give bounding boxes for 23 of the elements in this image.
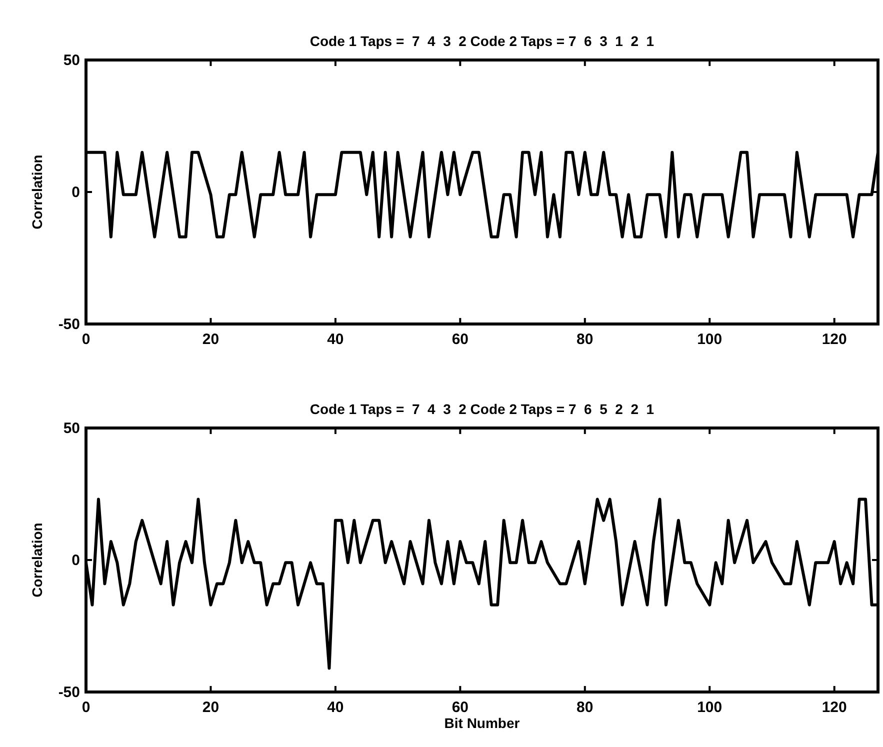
y-tick-label: -50 [58,316,80,333]
y-tick-label: 0 [72,552,80,569]
chart-title: Code 1 Taps = 7 4 3 2 Code 2 Taps = 7 6 3 1 2 1 [310,33,654,49]
x-tick-label: 20 [202,699,220,716]
y-tick-label: 0 [72,184,80,201]
y-tick-label: -50 [58,684,80,701]
x-axis-title: Bit Number [444,715,520,731]
y-axis-title: Correlation [29,522,45,598]
y-tick-label: 50 [63,420,80,437]
x-tick-label: 60 [452,331,469,348]
y-tick-label: 50 [63,52,80,69]
x-tick-label: 80 [576,699,594,716]
y-axis-title: Correlation [29,154,45,230]
x-tick-label: 100 [697,331,722,348]
x-tick-label: 120 [822,331,847,348]
x-tick-label: 80 [576,331,594,348]
x-tick-label: 60 [452,699,469,716]
chart-title: Code 1 Taps = 7 4 3 2 Code 2 Taps = 7 6 5 2 2 1 [310,401,654,417]
x-tick-label: 120 [822,699,847,716]
x-tick-label: 40 [327,699,344,716]
x-tick-label: 40 [327,331,344,348]
x-tick-label: 20 [202,331,220,348]
x-tick-label: 100 [697,699,722,716]
